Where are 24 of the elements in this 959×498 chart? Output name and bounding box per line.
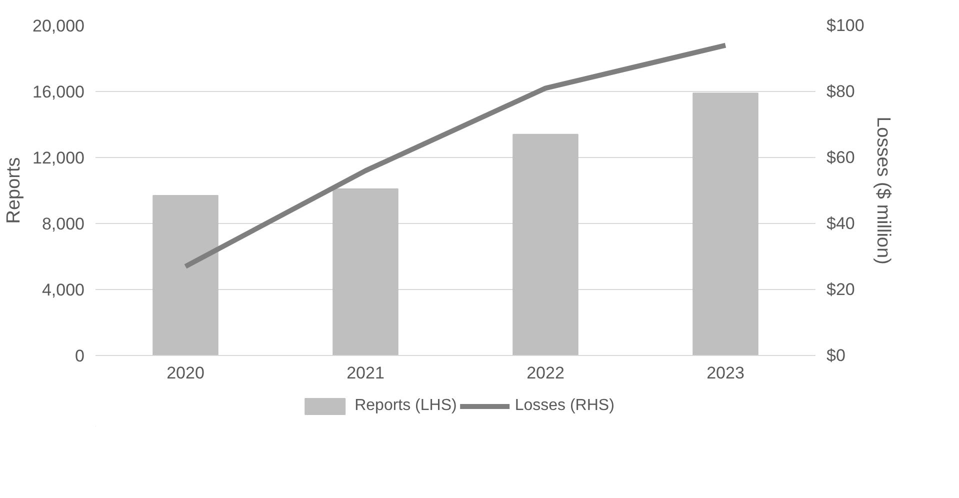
y-tick-label: 16,000 [32, 82, 85, 102]
bar [512, 134, 578, 356]
bar [152, 194, 218, 356]
legend-label: Reports (LHS) [354, 397, 457, 415]
x-tick-label: 2023 [706, 364, 744, 382]
y2-tick-label: $80 [826, 82, 855, 101]
y-tick-label: 4,000 [42, 280, 85, 300]
bar [692, 92, 758, 356]
legend-label: Losses (RHS) [514, 397, 614, 415]
y2-tick-label: $100 [826, 16, 864, 35]
y-tick-label: 20,000 [32, 16, 85, 36]
y2-tick-label: $20 [826, 280, 855, 299]
y-axis-title: Reports [4, 157, 25, 224]
y2-tick-label: $40 [826, 214, 855, 233]
x-tick-label: 2021 [346, 364, 384, 382]
y2-tick-label: $60 [826, 148, 855, 167]
y-tick-label: 12,000 [32, 148, 85, 168]
x-tick-label: 2022 [526, 364, 564, 382]
y-tick-label: 8,000 [42, 214, 85, 234]
bar [332, 188, 398, 356]
y2-tick-label: $0 [826, 346, 846, 365]
y2-axis-title: Losses ($ million) [872, 116, 894, 264]
y-tick-label: 0 [75, 346, 85, 366]
x-tick-label: 2020 [166, 364, 204, 382]
